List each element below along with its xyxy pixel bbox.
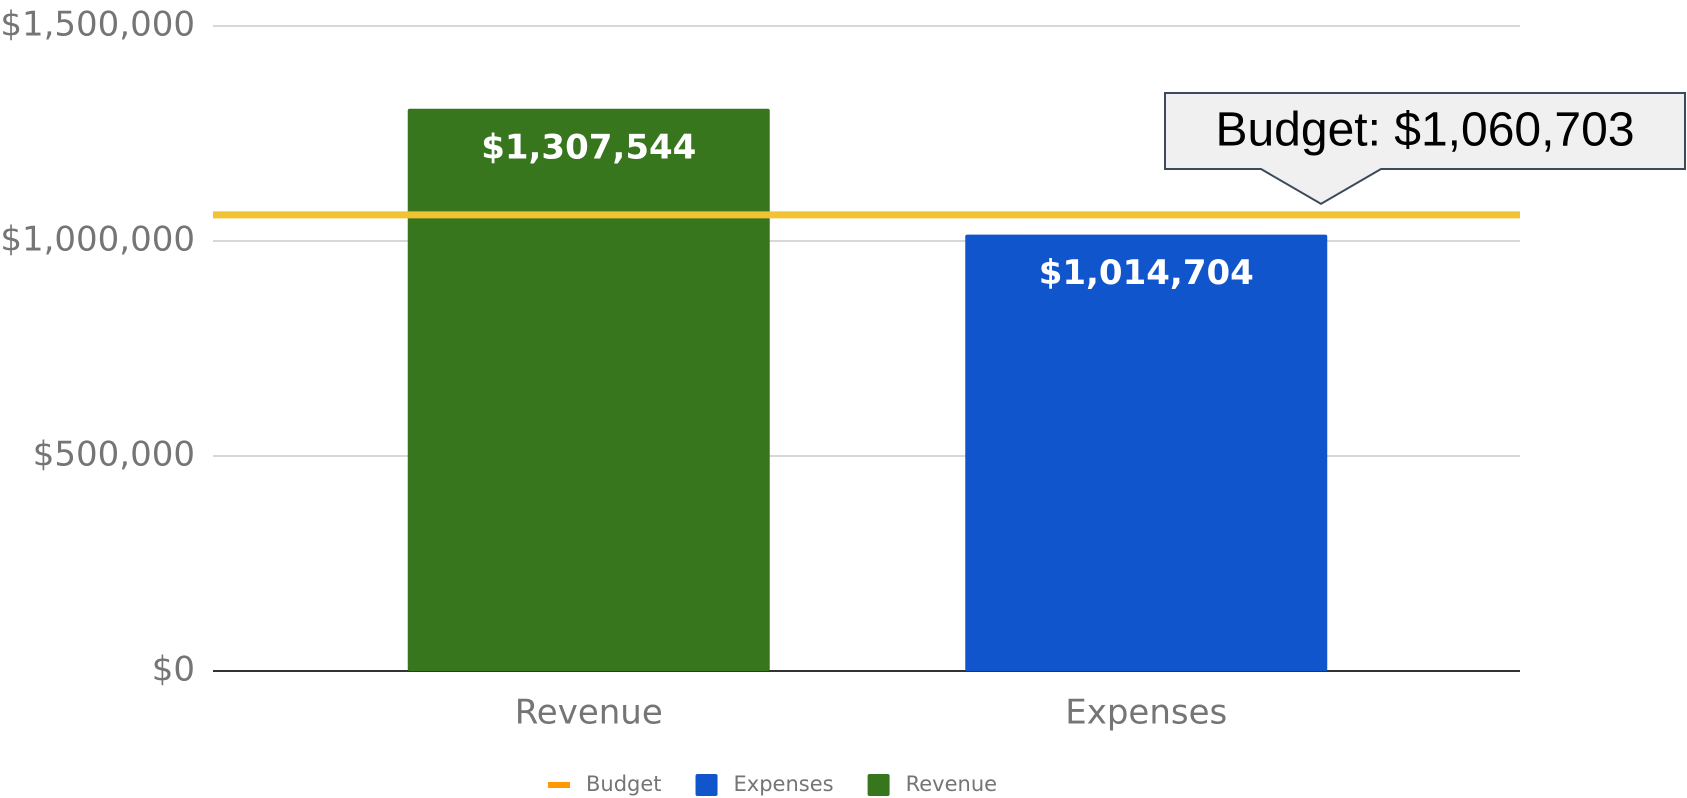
x-tick-label: Expenses [1065,693,1227,733]
y-tick-label: $0 [152,650,195,690]
legend-label: Expenses [734,772,834,796]
x-tick-label: Revenue [515,693,663,733]
y-tick-label: $1,500,000 [0,5,195,45]
legend-marker [548,782,570,788]
y-tick-label: $500,000 [33,435,195,475]
data-label: $1,014,704 [1039,253,1254,293]
y-tick-label: $1,000,000 [0,220,195,260]
bar [965,234,1328,671]
callout-box [1164,92,1686,206]
legend-marker [695,774,718,796]
data-label: $1,307,544 [481,127,696,167]
legend-label: Revenue [906,772,997,796]
legend-label: Budget [586,772,662,796]
bar [407,108,770,671]
callout-label: Budget: $1,060,703 [1215,104,1634,157]
legend-marker [867,774,890,796]
